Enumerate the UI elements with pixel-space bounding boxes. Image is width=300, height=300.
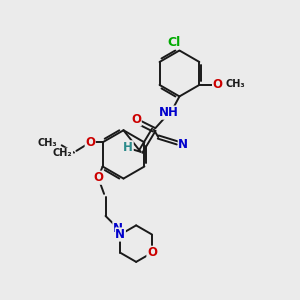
- Text: N: N: [178, 138, 188, 151]
- Text: O: O: [93, 171, 103, 184]
- Text: O: O: [131, 113, 141, 126]
- Text: Cl: Cl: [167, 36, 181, 49]
- Text: N: N: [113, 222, 123, 235]
- Text: O: O: [147, 246, 157, 259]
- Text: O: O: [85, 136, 95, 149]
- Text: NH: NH: [159, 106, 179, 119]
- Text: CH₃: CH₃: [225, 79, 245, 89]
- Text: CH₃: CH₃: [37, 138, 57, 148]
- Text: N: N: [115, 228, 125, 241]
- Text: H: H: [123, 141, 133, 154]
- Text: O: O: [213, 78, 223, 92]
- Text: CH₂: CH₂: [53, 148, 73, 158]
